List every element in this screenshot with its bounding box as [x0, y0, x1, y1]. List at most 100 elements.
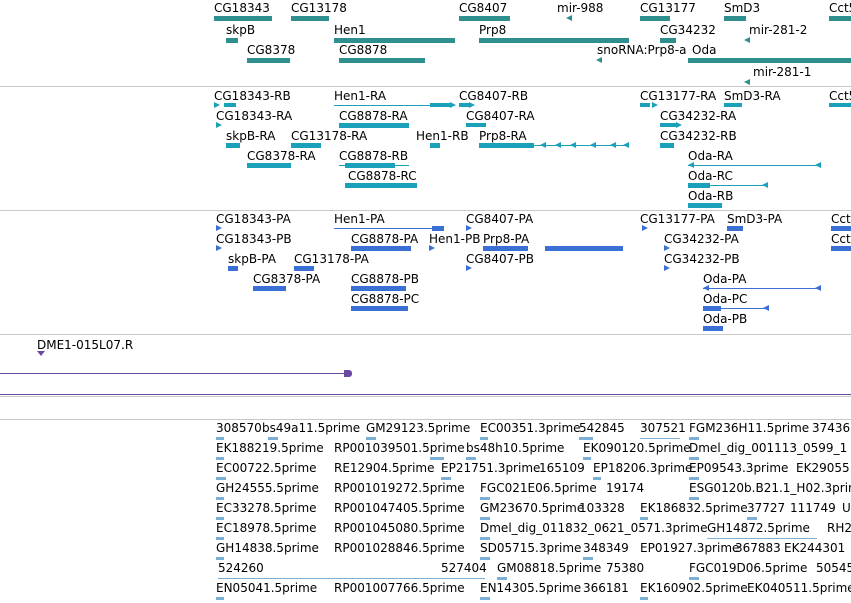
est-label[interactable]: FGC021E06.5prime: [480, 481, 597, 495]
transcript-label[interactable]: CG8378-RA: [247, 149, 316, 163]
transcript-arrow[interactable]: [610, 142, 616, 148]
protein-label[interactable]: Oda-PC: [703, 292, 748, 306]
est-label[interactable]: EK188219.5prime: [216, 441, 324, 455]
est-label[interactable]: GM29123.5prime: [366, 421, 471, 435]
transcript-label[interactable]: Prp8-RA: [479, 129, 527, 143]
gene-label[interactable]: mir-988: [557, 1, 604, 15]
gene-label[interactable]: skpB: [226, 23, 256, 37]
est-label[interactable]: EK29055: [796, 461, 850, 475]
est-label[interactable]: 103328: [579, 501, 625, 515]
transcript-label[interactable]: Cct5: [829, 89, 851, 103]
transcript-intron[interactable]: [334, 105, 450, 106]
est-label[interactable]: GH24555.5prime: [216, 481, 319, 495]
est-label[interactable]: 37436: [812, 421, 851, 435]
gene-label[interactable]: CG13177: [640, 1, 696, 15]
protein-track[interactable]: CG18343-PA Hen1-PA CG8407-PA CG13177-PA …: [0, 211, 851, 334]
gene-bar[interactable]: [688, 58, 851, 63]
gene-label[interactable]: CG8878: [339, 43, 388, 57]
est-label[interactable]: U: [842, 501, 851, 515]
protein-arrow[interactable]: [429, 245, 435, 251]
transcript-label[interactable]: Oda-RB: [688, 189, 734, 203]
transcript-arrow[interactable]: [214, 102, 220, 108]
clone-line[interactable]: [0, 373, 348, 374]
est-bar[interactable]: [480, 517, 490, 520]
protein-exon[interactable]: [432, 226, 444, 231]
est-label[interactable]: RP001047405.5prime: [334, 501, 465, 515]
est-label[interactable]: RP001028846.5prime: [334, 541, 465, 555]
transcript-label[interactable]: skpB-RA: [226, 129, 276, 143]
protein-exon[interactable]: [351, 286, 406, 291]
transcript-arrow[interactable]: [555, 142, 561, 148]
est-label[interactable]: EC00722.5prime: [216, 461, 317, 475]
transcript-intron[interactable]: [534, 145, 629, 146]
est-bar[interactable]: [216, 497, 224, 500]
transcript-label[interactable]: CG34232-RA: [660, 109, 737, 123]
protein-label[interactable]: CG8878-PB: [351, 272, 420, 286]
est-label[interactable]: EK040511.5prime: [747, 581, 851, 595]
est-label[interactable]: 308570: [216, 421, 262, 435]
transcript-exon[interactable]: [640, 103, 650, 107]
protein-label[interactable]: CG18343-PB: [216, 232, 292, 246]
est-bar[interactable]: [579, 437, 593, 440]
est-bar[interactable]: [430, 457, 444, 460]
est-label[interactable]: 111749: [790, 501, 836, 515]
est-label[interactable]: EN05041.5prime: [216, 581, 318, 595]
est-label[interactable]: GM08818.5prime: [497, 561, 602, 575]
transcript-arrow[interactable]: [469, 102, 475, 108]
transcript-exon[interactable]: [339, 123, 409, 128]
transcript-exon[interactable]: [345, 183, 417, 188]
est-label[interactable]: EK186832.5prime: [640, 501, 748, 515]
protein-label[interactable]: CG13178-PA: [294, 252, 369, 266]
est-track[interactable]: 308570 bs49a11.5prime GM29123.5prime EC0…: [0, 420, 851, 603]
gene-bar[interactable]: [226, 38, 238, 43]
est-label[interactable]: EP18206.3prime: [593, 461, 693, 475]
transcript-label[interactable]: CG34232-RB: [660, 129, 737, 143]
est-label[interactable]: RH2: [827, 521, 851, 535]
protein-exon[interactable]: [703, 306, 721, 311]
est-label[interactable]: GM23670.5prime: [480, 501, 585, 515]
transcript-exon[interactable]: [459, 103, 469, 107]
transcript-label[interactable]: CG13178-RA: [291, 129, 368, 143]
gene-label[interactable]: mir-281-1: [753, 65, 812, 79]
gene-bar[interactable]: [479, 38, 629, 43]
transcript-exon[interactable]: [829, 103, 851, 107]
transcript-label[interactable]: Hen1-RB: [416, 129, 469, 143]
est-label[interactable]: EN14305.5prime: [480, 581, 582, 595]
transcript-label[interactable]: CG18343-RB: [214, 89, 291, 103]
gene-bar[interactable]: [339, 58, 425, 63]
transcript-arrow[interactable]: [216, 122, 222, 128]
gene-label[interactable]: CG34232: [660, 23, 716, 37]
est-label[interactable]: RP001039501.5prime: [334, 441, 465, 455]
transcript-exon[interactable]: [688, 183, 710, 188]
clone-end[interactable]: [344, 370, 352, 377]
gene-label[interactable]: Prp8: [479, 23, 507, 37]
est-label[interactable]: EC18978.5prime: [216, 521, 317, 535]
protein-arrow[interactable]: [466, 265, 472, 271]
protein-arrow[interactable]: [703, 285, 709, 291]
est-bar[interactable]: [640, 438, 680, 439]
est-label[interactable]: Dmel_dig_011832_0621_0571.3prime: [480, 521, 708, 535]
transcript-arrow[interactable]: [540, 142, 546, 148]
protein-arrow[interactable]: [216, 245, 222, 251]
protein-arrow[interactable]: [763, 305, 769, 311]
est-bar[interactable]: [216, 437, 224, 440]
est-label[interactable]: 75380: [606, 561, 645, 575]
protein-exon[interactable]: [351, 246, 411, 251]
gene-label[interactable]: CG8407: [459, 1, 508, 15]
est-label[interactable]: EP09543.3prime: [689, 461, 789, 475]
gene-label[interactable]: Cct5: [829, 1, 851, 15]
gene-bar[interactable]: [334, 38, 455, 43]
protein-label[interactable]: Hen1-PB: [429, 232, 481, 246]
protein-label[interactable]: CG8878-PA: [351, 232, 419, 246]
gene-label[interactable]: mir-281-2: [749, 23, 808, 37]
gene-bar[interactable]: [459, 16, 510, 21]
est-label[interactable]: EP01927.3prime: [640, 541, 740, 555]
protein-arrow[interactable]: [642, 225, 648, 231]
est-label[interactable]: RP001007766.5prime: [334, 581, 465, 595]
est-label[interactable]: 366181: [583, 581, 629, 595]
est-label[interactable]: bs49a11.5prime: [262, 421, 361, 435]
est-bar[interactable]: [707, 538, 817, 539]
gene-bar[interactable]: [247, 58, 290, 63]
transcript-exon[interactable]: [479, 143, 534, 148]
est-label[interactable]: RP001045080.5prime: [334, 521, 465, 535]
